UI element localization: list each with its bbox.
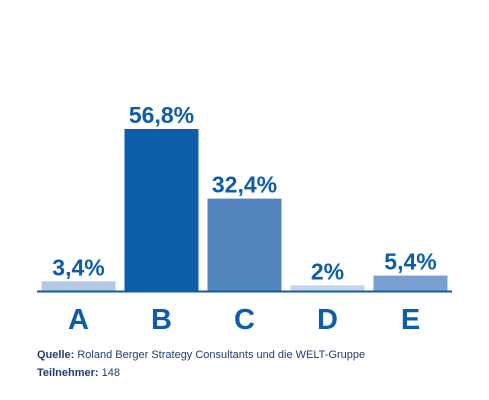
category-label-a: A xyxy=(68,304,89,336)
data-label-a: 3,4% xyxy=(52,254,104,280)
bar-c xyxy=(207,198,282,291)
bar-e xyxy=(373,275,448,291)
bar-b xyxy=(124,129,199,291)
category-label-e: E xyxy=(401,304,420,336)
participants-text: 148 xyxy=(101,367,120,379)
participants-label: Teilnehmer: xyxy=(37,367,99,379)
category-label-b: B xyxy=(151,304,172,336)
data-label-b: 56,8% xyxy=(129,102,194,128)
category-label-d: D xyxy=(317,304,338,336)
bar-d xyxy=(290,285,365,291)
bar-chart: 3,4% A 56,8% B 32,4% C 2% D 5,4% E xyxy=(37,102,452,336)
source-label: Quelle: xyxy=(37,349,75,361)
source-text: Roland Berger Strategy Consultants und d… xyxy=(77,349,366,361)
chart-canvas: 3,4% A 56,8% B 32,4% C 2% D 5,4% E xyxy=(37,102,452,336)
participants-note: Teilnehmer: 148 xyxy=(37,368,120,379)
data-label-e: 5,4% xyxy=(384,249,436,275)
source-note: Quelle: Roland Berger Strategy Consultan… xyxy=(37,350,365,361)
data-label-d: 2% xyxy=(311,258,344,284)
category-label-c: C xyxy=(234,304,255,336)
bar-a xyxy=(41,281,116,291)
data-label-c: 32,4% xyxy=(212,172,277,198)
